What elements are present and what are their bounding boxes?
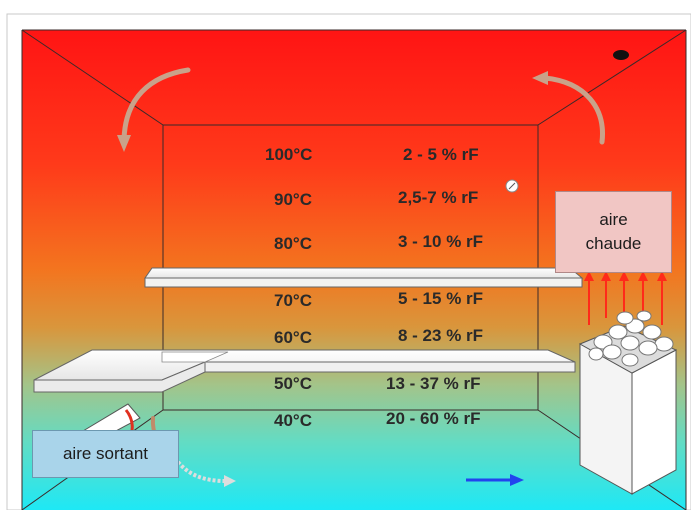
- upper-bench: [144, 267, 584, 288]
- incoming-air-arrow-icon: [466, 474, 524, 486]
- humidity-label: 8 - 23 % rF: [398, 326, 483, 345]
- temp-label: 70°C: [274, 291, 312, 310]
- humidity-label: 2,5-7 % rF: [398, 188, 478, 207]
- outgoing-air-label-text: aire sortant: [62, 444, 149, 463]
- temp-label: 60°C: [274, 328, 312, 347]
- humidity-label: 3 - 10 % rF: [398, 232, 483, 251]
- hot-air-label-line1: aire: [599, 210, 628, 229]
- outgoing-air-label: aire sortant: [32, 430, 179, 478]
- ceiling-sensor-icon: [613, 50, 629, 60]
- humidity-label: 2 - 5 % rF: [403, 145, 479, 164]
- temp-label: 100°C: [265, 145, 312, 164]
- level-labels: 100°C 2 - 5 % rF 90°C 2,5-7 % rF 80°C 3 …: [265, 145, 483, 430]
- temp-label: 80°C: [274, 234, 312, 253]
- humidity-label: 13 - 37 % rF: [386, 374, 481, 393]
- outgoing-air-arrow-icon: [176, 460, 227, 483]
- hot-air-label-line2: chaude: [585, 234, 642, 253]
- humidity-label: 5 - 15 % rF: [398, 289, 483, 308]
- sauna-stove-icon: [578, 310, 678, 495]
- humidity-label: 20 - 60 % rF: [386, 409, 481, 428]
- lower-bench: [33, 349, 576, 393]
- hot-air-label: aire chaude: [555, 191, 672, 273]
- temp-label: 50°C: [274, 374, 312, 393]
- temp-label: 90°C: [274, 190, 312, 209]
- temp-label: 40°C: [274, 411, 312, 430]
- circulation-arrow-right-icon: [542, 75, 605, 145]
- circulation-arrow-left-icon: [121, 67, 191, 143]
